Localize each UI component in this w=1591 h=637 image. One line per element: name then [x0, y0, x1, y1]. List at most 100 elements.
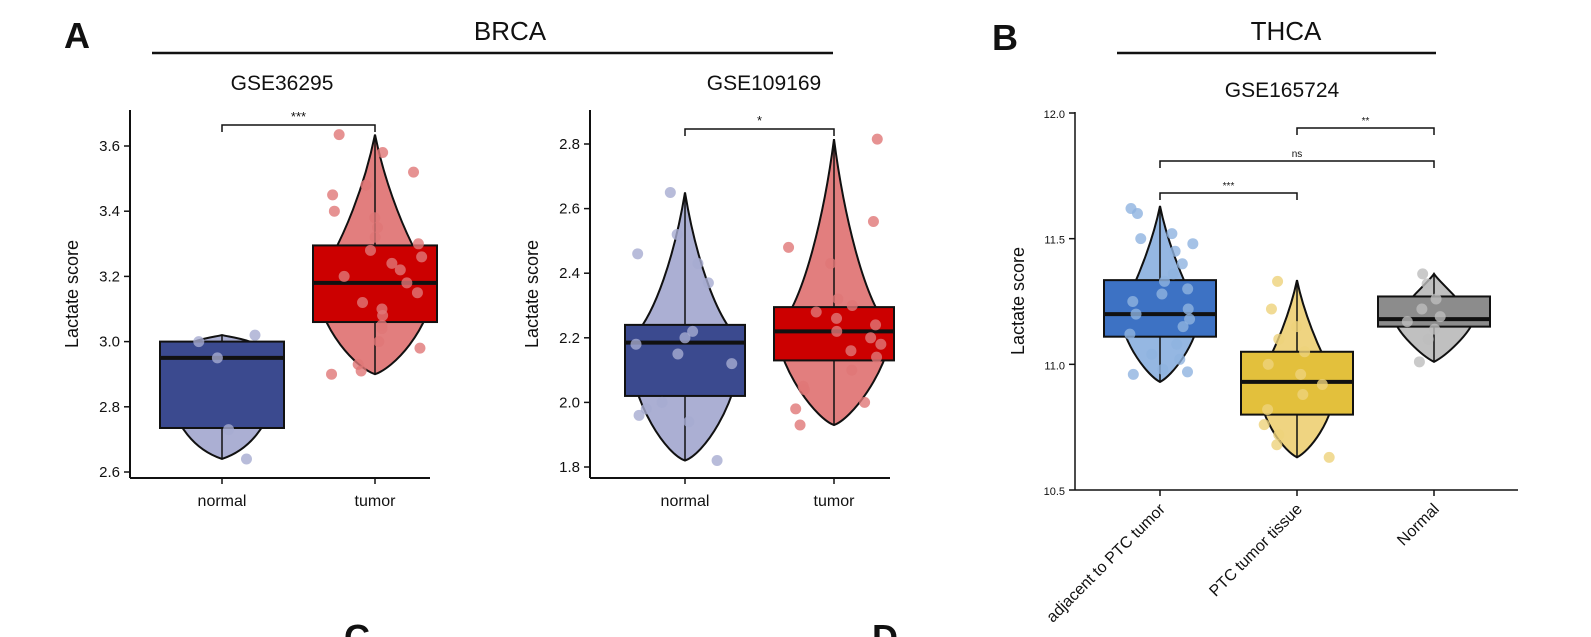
chart-title: GSE165724: [1225, 79, 1340, 102]
y-tick-label: 2.4: [559, 265, 580, 282]
data-point: [831, 325, 843, 337]
data-point: [726, 358, 738, 370]
data-point: [1146, 348, 1158, 360]
significance-label: ***: [1223, 181, 1235, 192]
data-point: [1271, 439, 1283, 451]
y-tick-label: 12.0: [1044, 109, 1065, 121]
data-point: [1177, 321, 1189, 333]
data-point: [679, 332, 691, 344]
data-point: [810, 306, 822, 318]
data-point: [193, 336, 205, 348]
data-point: [867, 216, 879, 228]
panel-letter-d: D: [872, 617, 898, 637]
x-tick-label: normal: [661, 493, 710, 510]
x-tick-label: normal: [198, 493, 247, 510]
significance-bracket: [684, 128, 835, 136]
data-point: [683, 416, 695, 428]
chart-title: GSE36295: [231, 72, 334, 95]
data-point: [1182, 283, 1194, 295]
data-point: [1127, 296, 1139, 307]
data-point: [846, 300, 858, 311]
y-tick-label: 2.6: [99, 464, 120, 481]
y-tick-label: 2.8: [99, 399, 120, 416]
group-title-brca: BRCA: [474, 16, 547, 46]
data-point: [1124, 328, 1136, 340]
data-point: [357, 296, 369, 308]
significance-bracket: [221, 124, 376, 132]
x-tick-label: adjacent to PTC tumor: [1044, 500, 1170, 626]
data-point: [1262, 404, 1274, 416]
data-point: [825, 258, 837, 270]
data-point: [1125, 203, 1137, 215]
x-tick-label: PTC tumor tissue: [1206, 501, 1305, 600]
data-point: [832, 293, 844, 305]
data-point: [1291, 321, 1303, 333]
data-point: [1135, 233, 1147, 245]
chart-title: GSE109169: [707, 72, 821, 95]
data-point: [1297, 388, 1309, 400]
data-point: [411, 287, 423, 299]
data-point: [1181, 366, 1193, 378]
data-point: [1316, 378, 1328, 390]
box: [159, 340, 285, 429]
data-point: [373, 336, 385, 348]
data-point: [1265, 303, 1277, 315]
significance-bracket: [1296, 127, 1435, 135]
data-point: [871, 133, 883, 145]
panel-letter-a: A: [64, 15, 90, 56]
data-point: [1182, 303, 1194, 315]
data-point: [1156, 288, 1168, 300]
data-point: [372, 222, 384, 233]
data-point: [702, 277, 714, 289]
data-point: [1262, 358, 1274, 370]
chart-gse36295: GSE36295 Lactate score 2.6 2.8 3.0 3.2 3.4 3.6 n…: [62, 72, 438, 510]
group-title-thca: THCA: [1251, 16, 1322, 46]
box: [1103, 279, 1217, 338]
data-point: [790, 403, 802, 415]
data-point: [630, 338, 642, 350]
y-tick-label: 2.8: [559, 136, 580, 153]
data-point: [328, 205, 340, 217]
data-point: [240, 453, 252, 465]
data-point: [797, 380, 809, 392]
y-tick-label: 3.4: [99, 203, 120, 220]
data-point: [1401, 316, 1413, 328]
data-point: [633, 409, 645, 421]
data-point: [326, 368, 338, 380]
y-tick-label: 3.0: [99, 334, 120, 351]
data-point: [1273, 429, 1285, 441]
data-point: [412, 238, 424, 250]
data-point: [687, 325, 699, 337]
data-point: [333, 129, 345, 141]
data-point: [1295, 368, 1307, 380]
data-point: [1157, 363, 1169, 375]
y-tick-label: 2.6: [559, 201, 580, 218]
data-point: [1127, 368, 1139, 380]
data-point: [1176, 258, 1188, 270]
x-tick-label: Normal: [1394, 501, 1442, 549]
y-tick-label: 2.2: [559, 330, 580, 347]
data-point: [671, 228, 683, 240]
data-point: [327, 189, 339, 201]
y-tick-label: 2.0: [559, 394, 580, 411]
data-point: [1130, 308, 1142, 320]
y-axis-label: Lactate score: [1008, 247, 1028, 355]
data-point: [1430, 293, 1442, 305]
data-point: [1166, 228, 1178, 240]
significance-bracket: [1159, 160, 1435, 168]
data-point: [794, 419, 806, 431]
data-point: [1167, 268, 1179, 280]
data-point: [865, 332, 877, 344]
y-axis-label: Lactate score: [62, 240, 82, 348]
panel-letter-b: B: [992, 17, 1018, 58]
data-point: [249, 329, 261, 341]
data-point: [360, 179, 372, 191]
y-tick-label: 3.6: [99, 138, 120, 155]
data-point: [1417, 268, 1429, 280]
significance-label: ***: [291, 109, 306, 124]
data-point: [1429, 323, 1441, 335]
data-point: [1323, 451, 1335, 463]
data-point: [692, 258, 704, 270]
chart-gse109169: GSE109169 Lactate score 1.8 2.0 2.2 2.4 2.6 2.8…: [522, 72, 895, 510]
